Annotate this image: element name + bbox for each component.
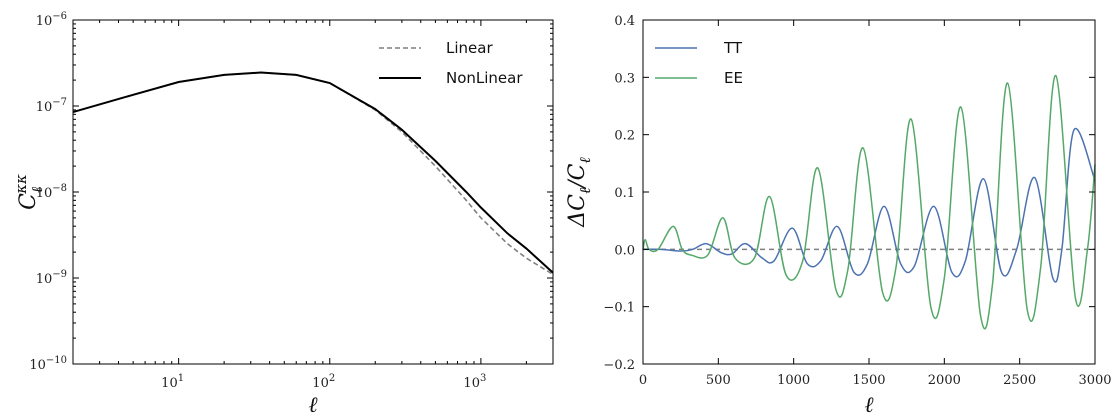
series-line-linear (72, 71, 554, 276)
legend-label-tt: TT (723, 39, 743, 57)
legend-label-linear: Linear (446, 39, 493, 57)
left-y-axis-label: Cℓκκ (12, 174, 46, 210)
right-legend: TT EE (655, 39, 743, 87)
right-y-tick-label: −0.2 (603, 358, 635, 373)
legend-label-nonlinear: NonLinear (446, 69, 523, 87)
series-line-tt (642, 127, 1096, 283)
right-x-tick-label: 1500 (852, 373, 885, 388)
right-y-ticks: −0.2 −0.1 0.0 0.1 0.2 0.3 0.4 (603, 14, 1095, 373)
right-x-tick-label: 500 (706, 373, 731, 388)
right-x-tick-label: 3000 (1078, 373, 1111, 388)
right-x-axis-label: ℓ (864, 393, 874, 418)
right-x-tick-label: 2500 (1003, 373, 1036, 388)
right-y-tick-label: 0.0 (614, 243, 635, 258)
series-line-nonlinear (72, 71, 554, 274)
series-line-ee (642, 74, 1096, 330)
left-x-tick-label: 102 (312, 373, 335, 391)
left-legend: Linear NonLinear (379, 39, 523, 87)
left-y-tick-label: 10−9 (36, 269, 67, 287)
left-y-tick-label: 10−10 (29, 355, 67, 373)
right-x-tick-label: 1000 (777, 373, 810, 388)
right-y-tick-label: 0.4 (614, 14, 635, 29)
left-y-tick-label: 10−6 (36, 11, 67, 29)
right-x-tick-label: 2000 (928, 373, 961, 388)
right-x-tick-label: 0 (639, 373, 647, 388)
left-y-tick-label: 10−7 (36, 97, 67, 115)
right-chart: 0 500 1000 1500 2000 2500 3000 −0.2 −0.1 0.0 0.1 0… (565, 14, 1112, 418)
left-x-tick-label: 101 (161, 373, 184, 391)
right-x-ticks: 0 500 1000 1500 2000 2500 3000 (639, 20, 1112, 388)
right-y-tick-label: 0.1 (614, 186, 635, 201)
left-y-axis-label-sup: κκ (12, 174, 30, 195)
left-series-layer (72, 71, 554, 276)
left-y-axis-label-sub: ℓ (28, 187, 46, 193)
right-series-layer (642, 74, 1096, 330)
right-y-axis-label: ΔCℓ/Cℓ (565, 157, 594, 227)
right-y-tick-label: 0.3 (614, 71, 635, 86)
left-y-axis-label-main: C (16, 193, 41, 210)
right-y-tick-label: −0.1 (603, 301, 635, 316)
left-x-tick-label: 103 (463, 373, 486, 391)
left-x-axis-label: ℓ (308, 393, 318, 418)
legend-label-ee: EE (724, 69, 743, 87)
right-y-tick-label: 0.2 (614, 129, 635, 144)
